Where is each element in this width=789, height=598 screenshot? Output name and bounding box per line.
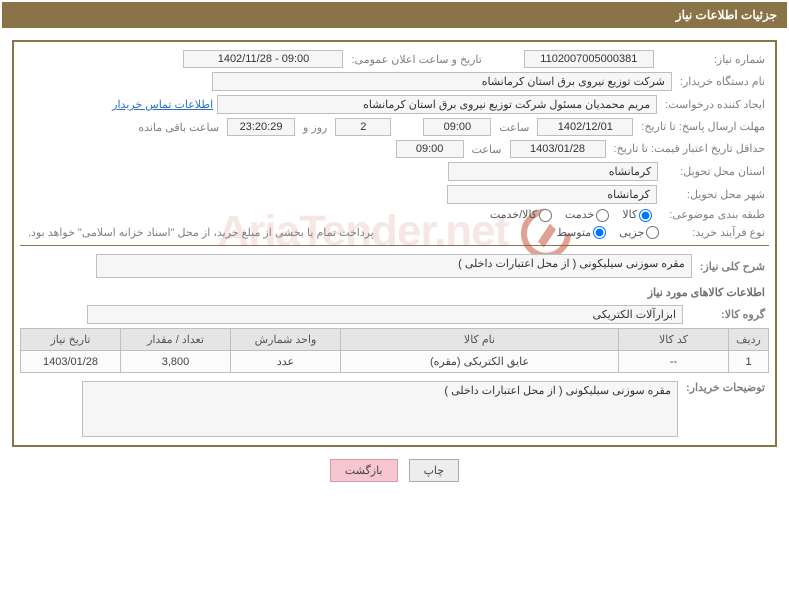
print-button[interactable]: چاپ [409,459,460,482]
label-validity-time: ساعت [468,143,506,156]
cell-unit: عدد [231,351,341,373]
goods-table: ردیف کد کالا نام کالا واحد شمارش تعداد /… [20,328,769,373]
label-announce: تاریخ و ساعت اعلان عمومی: [347,53,485,66]
field-announce: 1402/11/28 - 09:00 [183,50,343,68]
field-validity-time: 09:00 [396,140,464,158]
page-title: جزئیات اطلاعات نیاز [676,8,777,22]
field-province: کرمانشاه [448,162,658,181]
label-deadline: مهلت ارسال پاسخ: تا تاریخ: [637,120,769,134]
th-name: نام کالا [341,329,619,351]
back-button[interactable]: بازگشت [330,459,398,482]
cell-need-date: 1403/01/28 [21,351,121,373]
field-requester: مریم محمدیان مسئول شرکت توزیع نیروی برق … [217,95,657,114]
field-time-left: 23:20:29 [227,118,295,136]
field-buyer-org: شرکت توزیع نیروی برق استان کرمانشاه [212,72,672,91]
action-bar: چاپ بازگشت [0,459,789,482]
cell-row: 1 [729,351,769,373]
radio-medium[interactable] [593,226,606,239]
label-days-and: روز و [299,121,331,134]
section-goods-title: اطلاعات کالاهای مورد نیاز [24,286,765,299]
field-validity-date: 1403/01/28 [510,140,606,158]
label-province: استان محل تحویل: [676,165,769,178]
radio-goods-label[interactable]: کالا [622,208,655,222]
divider [20,245,769,246]
th-code: کد کالا [619,329,729,351]
radio-service-label[interactable]: خدمت [565,208,612,222]
label-buyer-notes: توضیحات خریدار: [682,381,769,394]
label-city: شهر محل تحویل: [683,188,769,201]
label-need-no: شماره نیاز: [710,53,769,66]
th-unit: واحد شمارش [231,329,341,351]
th-row: ردیف [729,329,769,351]
label-buyer-org: نام دستگاه خریدار: [676,75,769,88]
th-need-date: تاریخ نیاز [21,329,121,351]
radio-minor-label[interactable]: جزیی [619,226,662,240]
radio-both-label[interactable]: کالا/خدمت [490,208,555,222]
field-days-left: 2 [335,118,391,136]
table-header-row: ردیف کد کالا نام کالا واحد شمارش تعداد /… [21,329,769,351]
cell-qty: 3,800 [121,351,231,373]
label-deadline-time: ساعت [495,121,533,134]
label-goods-group: گروه کالا: [717,308,769,321]
field-buyer-notes: مقره سوزنی سیلیکونی ( از محل اعتبارات دا… [82,381,678,437]
label-remaining: ساعت باقی مانده [134,121,223,134]
label-validity: حداقل تاریخ اعتبار قیمت: تا تاریخ: [610,142,769,156]
field-deadline-date: 1402/12/01 [537,118,633,136]
buyer-contact-link[interactable]: اطلاعات تماس خریدار [112,98,213,111]
field-city: کرمانشاه [447,185,657,204]
label-category: طبقه بندی موضوعی: [665,208,769,221]
label-requester: ایجاد کننده درخواست: [661,98,769,111]
cell-code: -- [619,351,729,373]
field-need-no: 1102007005000381 [524,50,654,68]
field-deadline-time: 09:00 [423,118,491,136]
page-header: جزئیات اطلاعات نیاز [2,2,787,28]
cell-name: عایق الکتریکی (مقره) [341,351,619,373]
field-goods-group: ابزارآلات الکتریکی [87,305,683,324]
radio-both[interactable] [539,209,552,222]
field-general-desc: مقره سوزنی سیلیکونی ( از محل اعتبارات دا… [96,254,692,278]
content-panel: AriaTender.net شماره نیاز: 1102007005000… [12,40,777,447]
radio-goods[interactable] [639,209,652,222]
payment-note: پرداخت تمام یا بخشی از مبلغ خرید، از محل… [20,226,374,239]
th-qty: تعداد / مقدار [121,329,231,351]
radio-medium-label[interactable]: متوسط [557,226,610,240]
label-general-desc: شرح کلی نیاز: [696,260,769,273]
label-purchase-type: نوع فرآیند خرید: [688,226,769,239]
table-row: 1 -- عایق الکتریکی (مقره) عدد 3,800 1403… [21,351,769,373]
radio-minor[interactable] [646,226,659,239]
radio-service[interactable] [596,209,609,222]
